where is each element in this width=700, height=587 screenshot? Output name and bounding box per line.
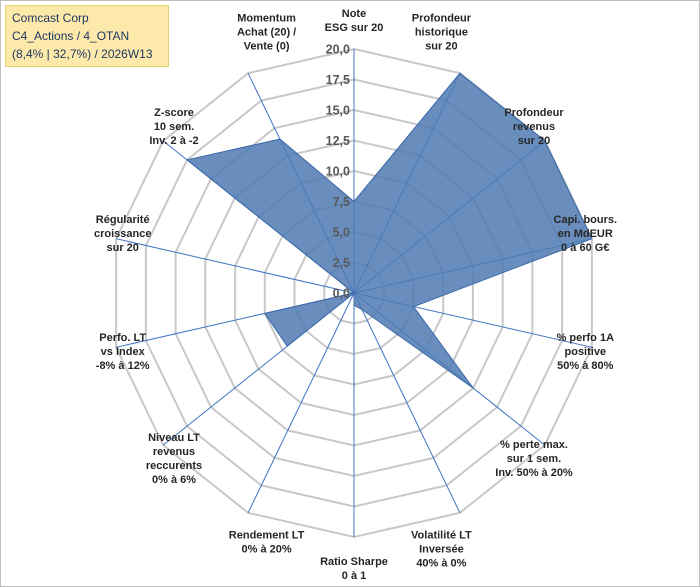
data-point bbox=[353, 292, 355, 294]
data-point bbox=[286, 345, 288, 347]
axis-spoke bbox=[247, 292, 355, 514]
axis-label-line: sur 20 bbox=[106, 242, 138, 254]
axis-label-line: sur 1 sem. bbox=[507, 453, 561, 465]
axis-label-line: 10 sem. bbox=[154, 121, 194, 133]
axis-label-line: Momentum bbox=[237, 12, 296, 24]
tick-label: 0,0 bbox=[333, 287, 350, 301]
axis-label: Volatilité LT Inversée 40% à 0% bbox=[411, 530, 472, 570]
axis-label-line: Inversée bbox=[419, 544, 464, 556]
axis-label: Profondeur revenus sur 20 bbox=[504, 107, 564, 147]
axis-label-line: 40% à 0% bbox=[416, 558, 466, 570]
data-point bbox=[279, 138, 281, 140]
axis-label-line: 0 à 60 G€ bbox=[561, 242, 609, 254]
axis-label: Régularité croissance sur 20 bbox=[94, 214, 151, 254]
axis-label-line: positive bbox=[565, 346, 607, 358]
axis-label-line: -8% à 12% bbox=[96, 360, 150, 372]
axis-label-line: Achat (20) / bbox=[237, 26, 296, 38]
axis-label-line: Régularité bbox=[96, 214, 150, 226]
axis-label: Note ESG sur 20 bbox=[325, 8, 384, 34]
data-point bbox=[591, 238, 593, 240]
axis-label-line: Ratio Sharpe bbox=[320, 556, 388, 568]
data-point bbox=[459, 72, 461, 74]
axis-spoke bbox=[115, 238, 355, 294]
data-point bbox=[544, 140, 546, 142]
axis-label-line: reccurents bbox=[146, 460, 202, 472]
axis-label-line: historique bbox=[415, 26, 468, 38]
tick-label: 5,0 bbox=[333, 226, 350, 240]
data-point bbox=[361, 309, 363, 310]
axis-label: Momentum Achat (20) / Vente (0) bbox=[237, 12, 296, 52]
chart-title-box: Comcast Corp C4_Actions / 4_OTAN (8,4% |… bbox=[5, 5, 169, 67]
tick-label: 2,5 bbox=[333, 256, 350, 270]
axis-label: Z-score 10 sem. Inv. 2 à -2 bbox=[149, 107, 198, 147]
axis-label-line: 0 à 1 bbox=[342, 570, 366, 582]
axis-label-line: Profondeur bbox=[504, 107, 564, 119]
data-point bbox=[472, 387, 474, 389]
tick-label: 15,0 bbox=[326, 104, 350, 118]
axis-label: Perfo. LT vs Index -8% à 12% bbox=[96, 332, 150, 372]
axis-spoke bbox=[353, 292, 461, 514]
tick-label: 20,0 bbox=[326, 43, 350, 57]
axis-label-line: % perte max. bbox=[500, 439, 568, 451]
axis-label-line: sur 20 bbox=[518, 135, 550, 147]
stats-line: (8,4% | 32,7%) / 2026W13 bbox=[12, 47, 153, 61]
axis-label-line: Rendement LT bbox=[229, 530, 305, 542]
axis-label-line: revenus bbox=[513, 121, 555, 133]
tick-label: 7,5 bbox=[333, 195, 350, 209]
axis-label-line: Note bbox=[342, 8, 366, 20]
axis-label-line: 0% à 6% bbox=[152, 474, 196, 486]
axis-label-line: Vente (0) bbox=[244, 40, 290, 52]
axis-label: Capi. bours. en MdEUR 0 à 60 G€ bbox=[554, 214, 618, 254]
axis-label-line: ESG sur 20 bbox=[325, 22, 384, 34]
axis-label-line: croissance bbox=[94, 228, 151, 240]
axis-label: Rendement LT 0% à 20% bbox=[229, 530, 305, 556]
data-point bbox=[413, 306, 414, 308]
data-point bbox=[186, 159, 188, 161]
tick-label: 10,0 bbox=[326, 165, 350, 179]
axis-label-line: revenus bbox=[153, 446, 195, 458]
axis-labels: Note ESG sur 20 Profondeur historique sur 20… bbox=[94, 8, 617, 582]
radial-tick-labels: 0,0 2,5 5,0 7,5 10,0 12,5 15,0 17,5 20,0 bbox=[326, 43, 350, 301]
axis-label: % perte max. sur 1 sem. Inv. 50% à 20% bbox=[495, 439, 573, 479]
axis-label-line: Z-score bbox=[154, 107, 194, 119]
axis-label-line: Inv. 50% à 20% bbox=[495, 467, 573, 479]
company-name: Comcast Corp bbox=[12, 11, 89, 25]
data-point bbox=[353, 304, 355, 306]
axis-label: % perfo 1A positive 50% à 80% bbox=[557, 332, 615, 372]
category-line: C4_Actions / 4_OTAN bbox=[12, 29, 130, 43]
axis-label-line: Volatilité LT bbox=[411, 530, 472, 542]
axis-label-line: 0% à 20% bbox=[242, 544, 292, 556]
axis-label-line: % perfo 1A bbox=[557, 332, 615, 344]
axis-label: Profondeur historique sur 20 bbox=[412, 12, 472, 52]
axis-label-line: Inv. 2 à -2 bbox=[149, 135, 198, 147]
axis-label-line: Perfo. LT bbox=[99, 332, 146, 344]
data-point bbox=[353, 201, 355, 202]
axis-label-line: vs Index bbox=[101, 346, 146, 358]
axis-label-line: Capi. bours. bbox=[554, 214, 618, 226]
axis-label: Niveau LT revenus reccurents 0% à 6% bbox=[146, 432, 202, 486]
data-point bbox=[264, 312, 266, 314]
axis-label: Ratio Sharpe 0 à 1 bbox=[320, 556, 388, 582]
axis-label-line: Profondeur bbox=[412, 12, 472, 24]
axis-label-line: sur 20 bbox=[425, 40, 457, 52]
axis-label-line: 50% à 80% bbox=[557, 360, 613, 372]
axis-label-line: Niveau LT bbox=[148, 432, 200, 444]
radar-series bbox=[185, 72, 593, 389]
axis-label-line: en MdEUR bbox=[558, 228, 613, 240]
tick-label: 12,5 bbox=[326, 134, 350, 148]
tick-label: 17,5 bbox=[326, 73, 350, 87]
